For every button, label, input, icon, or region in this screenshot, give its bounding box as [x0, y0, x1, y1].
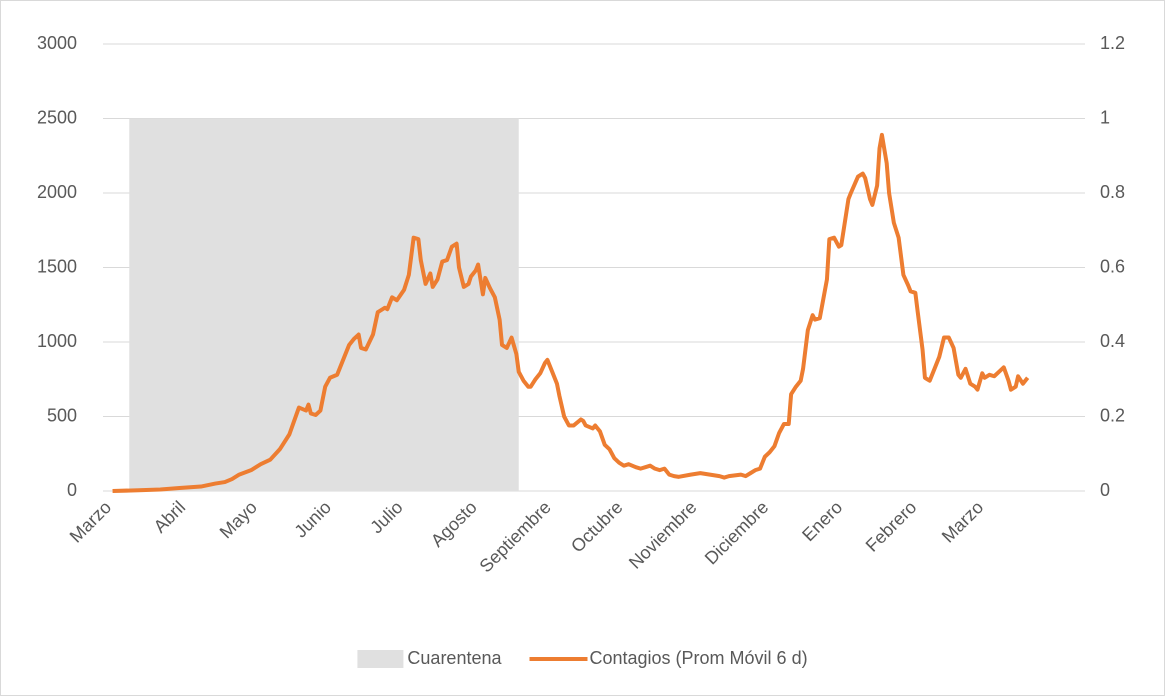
y2-tick-label: 0.8 — [1100, 182, 1125, 202]
y2-tick-label: 0.4 — [1100, 331, 1125, 351]
legend-item: Contagios (Prom Móvil 6 d) — [529, 648, 808, 668]
y-tick-label: 1000 — [37, 331, 77, 351]
legend-item: Cuarentena — [357, 648, 502, 668]
legend-label: Contagios (Prom Móvil 6 d) — [590, 648, 808, 668]
y-tick-label: 2000 — [37, 182, 77, 202]
legend-label: Cuarentena — [407, 648, 502, 668]
y2-tick-label: 0.6 — [1100, 256, 1125, 276]
y-tick-label: 2500 — [37, 107, 77, 127]
y2-tick-label: 0.2 — [1100, 405, 1125, 425]
y-tick-label: 3000 — [37, 33, 77, 53]
y-tick-label: 500 — [47, 405, 77, 425]
area — [129, 118, 519, 491]
y2-tick-label: 0 — [1100, 480, 1110, 500]
legend-swatch — [357, 650, 404, 668]
y-tick-label: 0 — [67, 480, 77, 500]
line — [112, 132, 1030, 493]
y2-tick-label: 1 — [1100, 107, 1110, 127]
y2-tick-label: 1.2 — [1100, 33, 1125, 53]
marks — [112, 118, 1030, 493]
legend: Cuarentena Contagios (Prom Móvil 6 d) — [357, 648, 808, 668]
y-tick-label: 1500 — [37, 256, 77, 276]
